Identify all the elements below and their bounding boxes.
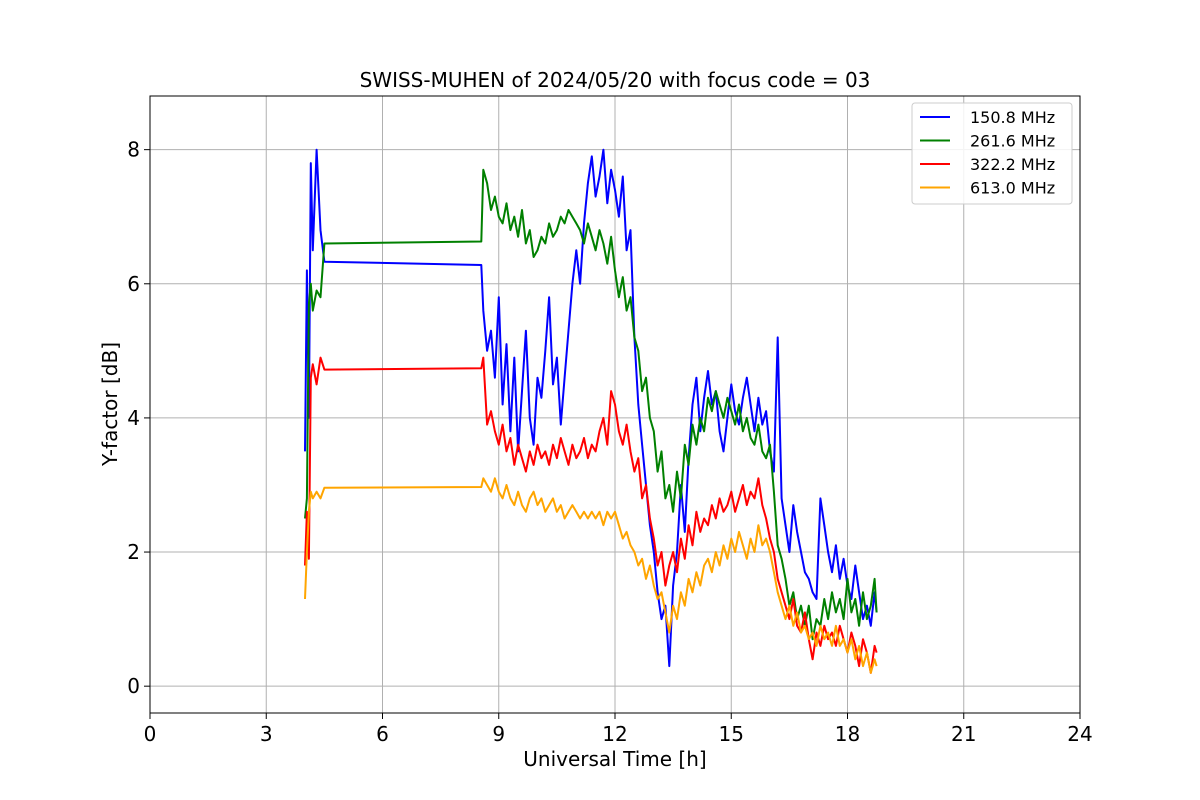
x-tick-label: 6 (376, 722, 389, 746)
x-axis: 0 3 6 9 12 15 18 21 24 (144, 713, 1093, 746)
series-line-150-8-mhz (304, 148, 878, 668)
y-axis: 0 2 4 6 8 (127, 138, 150, 698)
y-tick-label: 6 (127, 272, 140, 296)
x-tick-label: 21 (951, 722, 976, 746)
series-layer (304, 148, 878, 674)
legend-label: 322.2 MHz (970, 155, 1055, 174)
x-tick-label: 15 (719, 722, 744, 746)
y-tick-label: 2 (127, 540, 140, 564)
x-tick-label: 24 (1067, 722, 1092, 746)
y-axis-label: Y-factor [dB] (98, 342, 122, 467)
x-tick-label: 9 (492, 722, 505, 746)
y-tick-label: 4 (127, 406, 140, 430)
x-tick-label: 12 (602, 722, 627, 746)
series-line-322-2-mhz (304, 356, 878, 674)
x-tick-label: 0 (144, 722, 157, 746)
legend-box (911, 102, 1073, 205)
y-tick-label: 0 (127, 674, 140, 698)
legend-label: 150.8 MHz (970, 108, 1055, 127)
grid (149, 96, 1081, 713)
y-tick-label: 8 (127, 138, 140, 162)
x-tick-label: 18 (835, 722, 860, 746)
x-tick-label: 3 (260, 722, 273, 746)
x-axis-label: Universal Time [h] (523, 747, 706, 771)
legend-label: 613.0 MHz (970, 179, 1055, 198)
series-line-261-6-mhz (304, 168, 878, 641)
legend: 150.8 MHz 261.6 MHz 322.2 MHz 613.0 MHz (911, 102, 1073, 205)
chart-title: SWISS-MUHEN of 2024/05/20 with focus cod… (360, 68, 871, 92)
legend-label: 261.6 MHz (970, 132, 1055, 151)
series-line-613-0-mhz (304, 477, 878, 674)
